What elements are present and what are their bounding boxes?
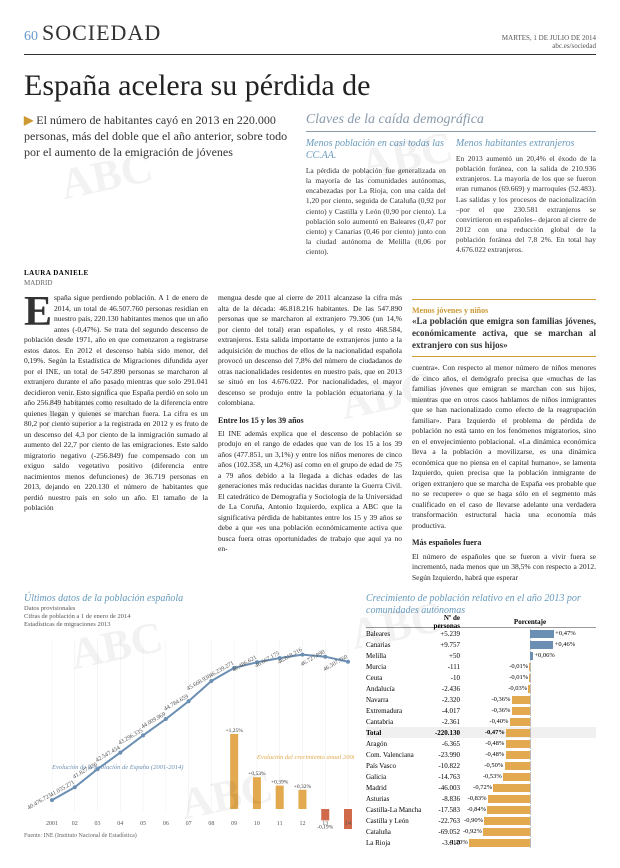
paper-url: abc.es/sociedad [502,42,596,50]
arrow-icon: ▶ [24,113,33,127]
clave-right-body: En 2013 aumentó un 20,4% el éxodo de la … [456,154,596,255]
svg-text:Evolución del crecimiento anua: Evolución del crecimiento anual 2008-201… [256,754,354,761]
subhead-text: El número de habitantes cayó en 2013 en … [24,113,287,159]
clave-left-head: Menos población en casi todas las CC.AA. [306,138,446,162]
col2-top: mengua desde que al cierre de 2011 alcan… [218,293,402,407]
headline: España acelera su pérdida de [24,69,596,102]
table-row: Melilla +50 +0,06% [366,650,596,661]
svg-text:Evolución de la población de E: Evolución de la población de España (200… [51,764,183,771]
svg-text:+0,39%: +0,39% [271,780,289,786]
subhead-row: ▶ El número de habitantes cayó en 2013 e… [24,112,596,257]
col3-mid: fenómenos migratorios, sino en el enveje… [412,426,596,530]
page-number: 60 [24,29,38,44]
table-row: Galicia -14.763 -0,53% [366,771,596,782]
svg-text:05: 05 [140,821,146,827]
svg-text:11: 11 [277,821,283,827]
body-columns: E spaña sigue perdiendo población. A 1 d… [24,293,596,583]
svg-text:2001: 2001 [46,821,58,827]
chart-left: Últimos datos de la población española D… [24,593,354,848]
top-bar: 60 SOCIEDAD MARTES, 1 DE JULIO DE 2014 a… [24,20,596,55]
table-row: Com. Valenciana -23.990 -0,48% [366,749,596,760]
table-row: País Vasco -10.822 -0,50% [366,760,596,771]
chart-left-sub1: Datos provisionales [24,605,354,612]
table-row: Castilla-La Mancha -17.583 -0,84% [366,804,596,815]
subhead: ▶ El número de habitantes cayó en 2013 e… [24,112,292,257]
chart-right-title: Crecimiento de población relativo en el … [366,593,596,617]
claves-title: Claves de la caída demográfica [306,112,596,132]
table-row: Andalucía -2.436 -0,03% [366,683,596,694]
clave-left: Menos población en casi todas las CC.AA.… [306,138,446,257]
clave-left-body: La pérdida de población fue generalizada… [306,166,446,257]
svg-text:03: 03 [95,821,101,827]
table-row: Asturias -8.836 -0,83% [366,793,596,804]
chart-right: Crecimiento de población relativo en el … [366,593,596,848]
table-row: Cataluña -69.052 -0,92% [366,826,596,837]
clave-right-head: Menos habitantes extranjeros [456,138,596,150]
svg-text:+0,53%: +0,53% [248,771,266,777]
col2-subhead: Entre los 15 y los 39 años [218,415,402,426]
col2-bottom: El INE además explica que el descenso de… [218,429,402,554]
pullquote-lead: Menos jóvenes y niños [412,305,596,316]
charts-row: Últimos datos de la población española D… [24,593,596,848]
pullquote-body: «La población que emigra son familias jó… [412,316,596,351]
col3-top: cuentra». Con respecto al menor número d… [412,363,596,435]
table-head-pct: Porcentaje [464,618,596,626]
source: Fuente: INE (Instituto Nacional de Estad… [24,833,137,839]
table-row: Extremadura -4.017 -0,36% [366,705,596,716]
svg-text:07: 07 [186,821,192,827]
byline-author: LAURA DANIELE [24,269,596,277]
svg-text:46.727.890: 46.727.890 [300,649,326,668]
svg-text:08: 08 [208,821,214,827]
body-col-3: Menos jóvenes y niños «La población que … [412,293,596,583]
body-col-2: mengua desde que al cierre de 2011 alcan… [218,293,402,583]
table-row: Total -220.130 -0,47% [366,727,596,738]
svg-text:14: 14 [345,821,351,827]
svg-text:40.476.723: 40.476.723 [27,793,53,812]
date-info: MARTES, 1 DE JULIO DE 2014 abc.es/socied… [502,34,596,50]
table-row: La Rioja -3.810 -1,20% [366,837,596,848]
claves-box: Claves de la caída demográfica Menos pob… [306,112,596,257]
chart-left-title: Últimos datos de la población española [24,593,354,605]
svg-text:10: 10 [254,821,260,827]
table-row: Aragón -6.365 -0,48% [366,738,596,749]
table-head-num: Nº de personas [426,614,464,630]
section-name: SOCIEDAD [42,20,161,45]
col3-bottom: El número de españoles que se fueron a v… [412,552,596,582]
table-row: Murcia -111 -0,01% [366,661,596,672]
svg-text:06: 06 [163,821,169,827]
table-row: Madrid -46.003 -0,72% [366,782,596,793]
pullquote: Menos jóvenes y niños «La población que … [412,299,596,357]
table-row: Navarra -2.320 -0,36% [366,694,596,705]
table-row: Castilla y León -22.763 -0,90% [366,815,596,826]
svg-text:02: 02 [72,821,78,827]
clave-right: Menos habitantes extranjeros En 2013 aum… [456,138,596,257]
byline-city: MADRID [24,279,596,287]
table-row: Ceuta -10 -0,01% [366,672,596,683]
chart-left-sub3: Estadísticas de migraciones 2013 [24,621,354,628]
line-chart: 40.476.72341.035.27141.827.83642.547.454… [24,629,354,829]
svg-text:13: 13 [322,821,328,827]
svg-text:09: 09 [231,821,237,827]
dropcap: E [24,293,54,329]
table-row: Baleares +5.239 +0,47% [366,628,596,639]
svg-text:+0,32%: +0,32% [294,784,312,790]
svg-text:04: 04 [117,821,123,827]
date: MARTES, 1 DE JULIO DE 2014 [502,34,596,42]
svg-text:+1,25%: +1,25% [225,728,243,734]
region-table: Nº de personas Porcentaje Baleares +5.23… [366,617,596,848]
svg-text:12: 12 [299,821,305,827]
body-col-1: E spaña sigue perdiendo población. A 1 d… [24,293,208,583]
table-row: Cantabria -2.361 -0,40% [366,716,596,727]
chart-left-sub2: Cifras de población a 1 de enero de 2014 [24,613,354,620]
table-row: Canarias +9.757 +0,46% [366,639,596,650]
col3-subhead: Más españoles fuera [412,537,596,548]
